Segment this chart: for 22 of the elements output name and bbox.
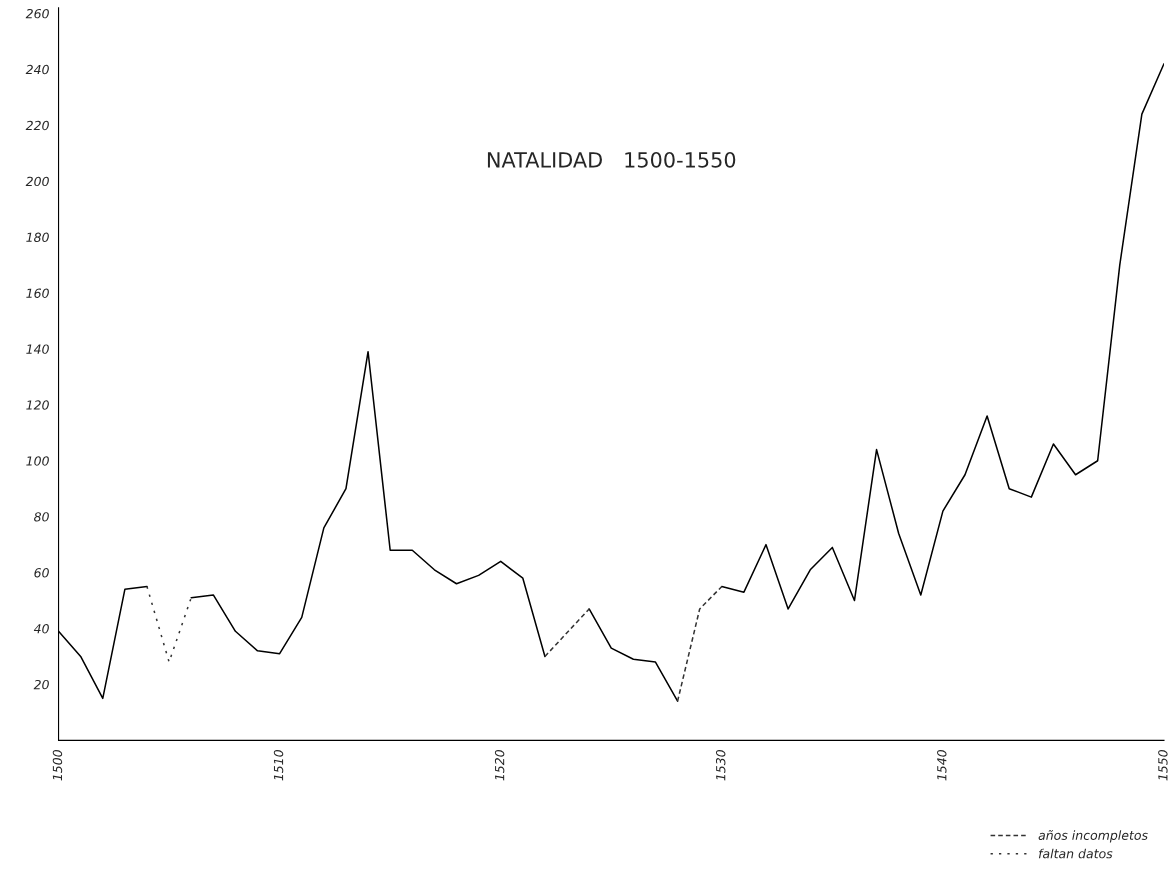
- y-tick-label: 20: [33, 679, 49, 690]
- x-tick-label: 1510: [273, 749, 284, 781]
- text: NATALIDAD 1500-1550: [487, 151, 736, 168]
- y-tick-label: 60: [34, 568, 49, 578]
- x-tick-label: 1550: [1158, 749, 1168, 781]
- y-tick-label: 140: [26, 344, 49, 354]
- y-tick-label: 40: [33, 623, 49, 634]
- y-tick-label: 200: [25, 176, 49, 187]
- x-tick-label: 1520: [494, 749, 505, 781]
- y-tick-label: 120: [26, 400, 49, 410]
- x-tick-label: 1500: [52, 749, 63, 781]
- y-tick-label: 160: [26, 288, 49, 298]
- y-tick-label: 260: [25, 8, 49, 19]
- y-tick-label: 240: [25, 64, 49, 75]
- x-tick-label: 1540: [937, 749, 947, 781]
- legend-label: faltan datos: [1038, 848, 1113, 859]
- y-tick-label: 220: [25, 120, 49, 131]
- y-tick-label: 180: [26, 232, 49, 243]
- x-tick-label: 1530: [715, 749, 726, 781]
- legend-label: años incompletos: [1038, 830, 1148, 843]
- y-tick-label: 80: [34, 512, 49, 522]
- y-tick-label: 100: [26, 456, 49, 466]
